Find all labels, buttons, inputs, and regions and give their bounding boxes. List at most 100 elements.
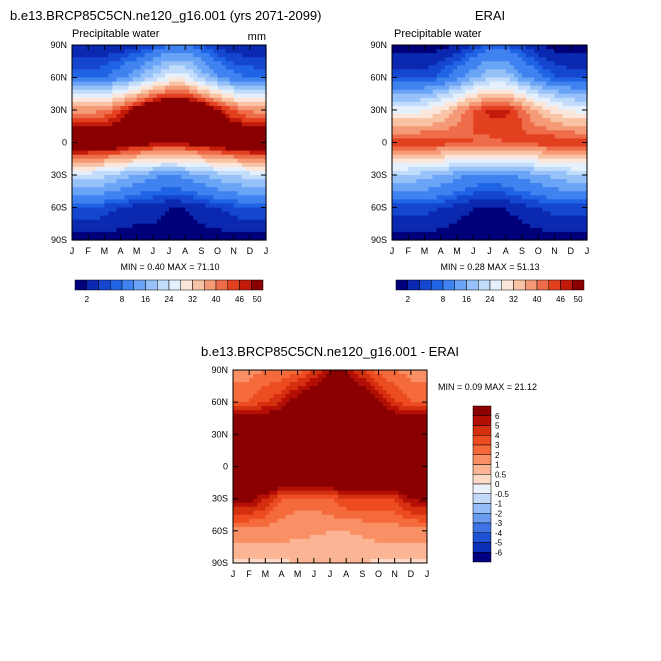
heatmap-cell bbox=[481, 130, 487, 135]
heatmap-cell bbox=[436, 203, 442, 209]
heatmap-cell bbox=[400, 179, 405, 184]
heatmap-cell bbox=[538, 223, 543, 229]
heatmap-cell bbox=[201, 130, 206, 135]
heatmap-cell bbox=[546, 73, 552, 79]
heatmap-cell bbox=[169, 69, 174, 75]
heatmap-cell bbox=[124, 53, 130, 58]
heatmap-cell bbox=[432, 105, 438, 111]
heatmap-cell bbox=[485, 154, 491, 160]
heatmap-cell bbox=[261, 187, 267, 192]
heatmap-cell bbox=[530, 199, 535, 205]
heatmap-cell bbox=[84, 122, 89, 127]
heatmap-cell bbox=[100, 235, 105, 241]
heatmap-cell bbox=[477, 61, 482, 66]
heatmap-cell bbox=[217, 199, 223, 205]
heatmap-cell bbox=[412, 65, 417, 70]
heatmap-cell bbox=[261, 57, 267, 62]
heatmap-cell bbox=[530, 138, 535, 144]
heatmap-cell bbox=[88, 154, 93, 160]
heatmap-cell bbox=[428, 105, 434, 111]
heatmap-cell bbox=[493, 187, 499, 192]
heatmap-cell bbox=[558, 114, 564, 119]
heatmap-cell bbox=[136, 101, 142, 107]
heatmap-cell bbox=[297, 370, 303, 375]
heatmap-cell bbox=[128, 183, 134, 188]
heatmap-cell bbox=[562, 61, 568, 66]
heatmap-cell bbox=[485, 49, 491, 54]
heatmap-cell bbox=[493, 105, 499, 111]
heatmap-cell bbox=[538, 219, 543, 225]
heatmap-cell bbox=[144, 126, 150, 131]
heatmap-cell bbox=[128, 223, 134, 229]
heatmap-cell bbox=[558, 49, 564, 54]
heatmap-cell bbox=[578, 53, 584, 58]
heatmap-cell bbox=[473, 65, 478, 70]
heatmap-cell bbox=[148, 199, 154, 205]
heatmap-cell bbox=[80, 85, 85, 91]
heatmap-cell bbox=[173, 45, 178, 50]
heatmap-cell bbox=[513, 142, 519, 148]
heatmap-cell bbox=[209, 65, 215, 70]
heatmap-cell bbox=[509, 195, 515, 200]
heatmap-cell bbox=[221, 162, 227, 168]
heatmap-cell bbox=[522, 211, 527, 217]
heatmap-cell bbox=[473, 122, 478, 127]
heatmap-cell bbox=[412, 199, 417, 205]
heatmap-cell bbox=[457, 45, 462, 50]
heatmap-cell bbox=[396, 150, 401, 156]
heatmap-cell bbox=[566, 199, 572, 205]
heatmap-cell bbox=[237, 110, 243, 115]
heatmap-cell bbox=[197, 114, 202, 119]
heatmap-cell bbox=[582, 191, 588, 196]
heatmap-cell bbox=[396, 73, 401, 79]
heatmap-cell bbox=[550, 179, 556, 184]
heatmap-cell bbox=[181, 203, 186, 209]
heatmap-cell bbox=[477, 154, 482, 160]
heatmap-cell bbox=[189, 45, 194, 50]
heatmap-cell bbox=[481, 183, 487, 188]
heatmap-cell bbox=[497, 227, 503, 233]
heatmap-cell bbox=[213, 175, 219, 180]
heatmap-cell bbox=[501, 138, 507, 144]
heatmap-cell bbox=[177, 122, 182, 127]
heatmap-cell bbox=[189, 57, 194, 62]
heatmap-cell bbox=[489, 110, 495, 115]
heatmap-cell bbox=[261, 223, 267, 229]
heatmap-cell bbox=[156, 65, 162, 70]
heatmap-cell bbox=[570, 231, 576, 237]
heatmap-cell bbox=[489, 138, 495, 144]
heatmap-cell bbox=[406, 370, 412, 375]
heatmap-cell bbox=[241, 158, 247, 164]
heatmap-cell bbox=[416, 187, 422, 192]
heatmap-cell bbox=[177, 146, 182, 152]
heatmap-cell bbox=[481, 195, 487, 200]
heatmap-cell bbox=[578, 179, 584, 184]
heatmap-cell bbox=[80, 215, 85, 221]
heatmap-cell bbox=[241, 191, 247, 196]
heatmap-cell bbox=[517, 162, 523, 168]
heatmap-cell bbox=[169, 97, 174, 103]
heatmap-cell bbox=[432, 81, 438, 87]
heatmap-cell bbox=[546, 187, 552, 192]
heatmap-cell bbox=[501, 235, 507, 241]
heatmap-cell bbox=[570, 89, 576, 95]
heatmap-cell bbox=[265, 378, 270, 383]
x-tick-label: J bbox=[487, 246, 492, 256]
heatmap-cell bbox=[148, 61, 154, 66]
heatmap-cell bbox=[148, 126, 154, 131]
heatmap-cell bbox=[128, 73, 134, 79]
heatmap-cell bbox=[420, 154, 426, 160]
heatmap-cell bbox=[440, 166, 446, 172]
heatmap-cell bbox=[104, 53, 109, 58]
heatmap-cell bbox=[124, 219, 130, 225]
heatmap-cell bbox=[92, 203, 97, 209]
heatmap-cell bbox=[530, 146, 535, 152]
heatmap-cell bbox=[400, 219, 405, 225]
heatmap-cell bbox=[416, 89, 422, 95]
heatmap-cell bbox=[554, 118, 560, 123]
heatmap-cell bbox=[501, 65, 507, 70]
heatmap-cell bbox=[481, 207, 487, 213]
heatmap-cell bbox=[156, 126, 162, 131]
heatmap-cell bbox=[513, 219, 519, 225]
heatmap-cell bbox=[570, 110, 576, 115]
